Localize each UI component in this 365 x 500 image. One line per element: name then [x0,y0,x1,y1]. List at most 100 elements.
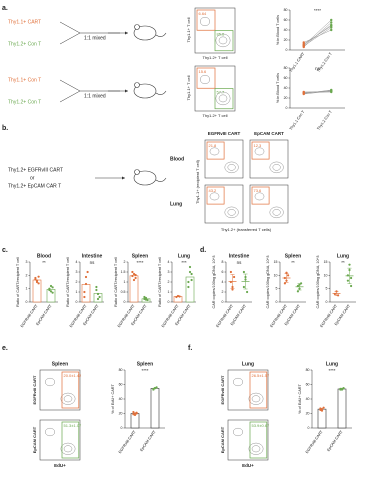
gate-value: 85.6 [217,32,226,37]
data-point [133,413,137,417]
axis-label: Thy1.2+ (transferred T cells) [221,227,272,232]
y-tick-label: 0 [276,300,278,304]
flow-contour [251,445,261,453]
tissue-label: Lung [170,201,182,207]
y-tick-label: 0 [286,106,288,110]
y-tick-label: 10 [274,273,278,277]
chart-title: Spleen [132,253,148,259]
data-point [242,270,245,274]
gate-value: 57.7 [217,90,226,95]
data-point [346,279,349,282]
data-point [330,21,333,24]
y-axis-label: Ratio of CART/recipient T cell [114,257,118,307]
data-point [96,297,100,301]
y-tick-label: 6 [222,270,224,274]
data-point [320,409,324,412]
x-tick-label: Thy1.1 Con T [289,109,306,131]
mouse-icon [133,170,157,186]
data-point [132,410,135,414]
mouse-icon [133,83,157,99]
flow-contour [272,209,281,216]
x-tick-label: EGFRvIII CART [305,429,324,454]
flow-gate [251,186,270,205]
significance: *** [181,260,187,265]
data-point [285,279,288,282]
chart-title: Intestine [229,253,250,259]
flow-plot [39,369,81,411]
flow-contour [218,36,228,45]
y-tick-label: 1 [76,290,78,294]
axis-label: EdU+ [242,463,254,468]
chart-title: Spleen [137,361,153,367]
data-point [187,285,190,289]
significance: **** [136,260,143,265]
mouse-tail [155,177,167,182]
y-tick-label: 60 [119,382,123,386]
y-tick-label: 0 [26,300,28,304]
y-axis-label: % of EdU+ CART [298,384,302,414]
data-point [178,295,181,298]
gate-value: 6.64 [199,11,208,16]
significance: **** [328,368,335,373]
pair-line [303,29,332,43]
flow-contour [227,209,236,216]
y-tick-label: 0 [326,300,328,304]
data-point [49,284,53,288]
data-point [350,276,353,280]
data-point [348,268,351,272]
data-point [283,276,286,280]
flow-contour [224,206,239,219]
flow-gate [61,371,80,409]
mean-bar [81,284,91,303]
flow-contour [209,147,220,156]
data-point [190,272,193,276]
mean-bar [173,296,183,303]
data-point [84,275,88,279]
data-point [134,273,137,277]
tissue-label: Lung [242,361,254,367]
data-point [135,412,138,415]
y-tick-label: 5 [326,287,328,291]
row-label: EGFRvIII CART [220,375,225,404]
gate-value: 12.3 [254,143,263,148]
flow-contour [215,33,231,48]
chart-title: Spleen [285,253,301,259]
y-axis-label: CAR copies/100ng gDNA, 10^3 [212,255,216,308]
flow-contour [254,192,265,201]
data-point [51,286,54,289]
data-point [131,274,134,278]
data-point [244,275,247,279]
chart-title: Lung [337,253,349,259]
y-tick-label: 3 [26,260,28,264]
y-tick-label: 40 [284,28,288,32]
data-point [330,88,333,92]
y-tick-label: 80 [306,368,310,372]
y-tick-label: 0 [222,300,224,304]
y-axis-label: Ratio of CART/recipient T cell [16,257,20,307]
significance: ns [315,66,321,71]
flow-contour [232,427,243,437]
gate-value: 43.2 [209,188,218,193]
data-point [330,18,333,22]
axis [289,68,345,109]
flow-contour [63,445,73,453]
cell-label: Thy1.1+ Con T [8,77,41,83]
mouse-tail [155,32,167,37]
y-tick-label: 2 [26,273,28,277]
axis [329,262,356,303]
mouse-icon [133,25,157,41]
cell-label: Thy1.1+ CART [8,19,41,25]
mean-bar [185,276,195,303]
mix-label: 1:1 mixed [84,35,106,41]
arrow-head [122,176,125,180]
flow-plot [39,419,81,461]
data-point [283,282,286,285]
y-tick-label: 80 [284,8,288,12]
y-tick-label: 0 [286,48,288,52]
tissue-label: Spleen [52,361,68,367]
x-tick-label: EGFRvIII CART [118,429,137,454]
y-tick-label: 40 [284,86,288,90]
flow-contour [269,161,284,174]
mouse-ear [134,169,140,175]
panel-label: e. [2,345,8,352]
